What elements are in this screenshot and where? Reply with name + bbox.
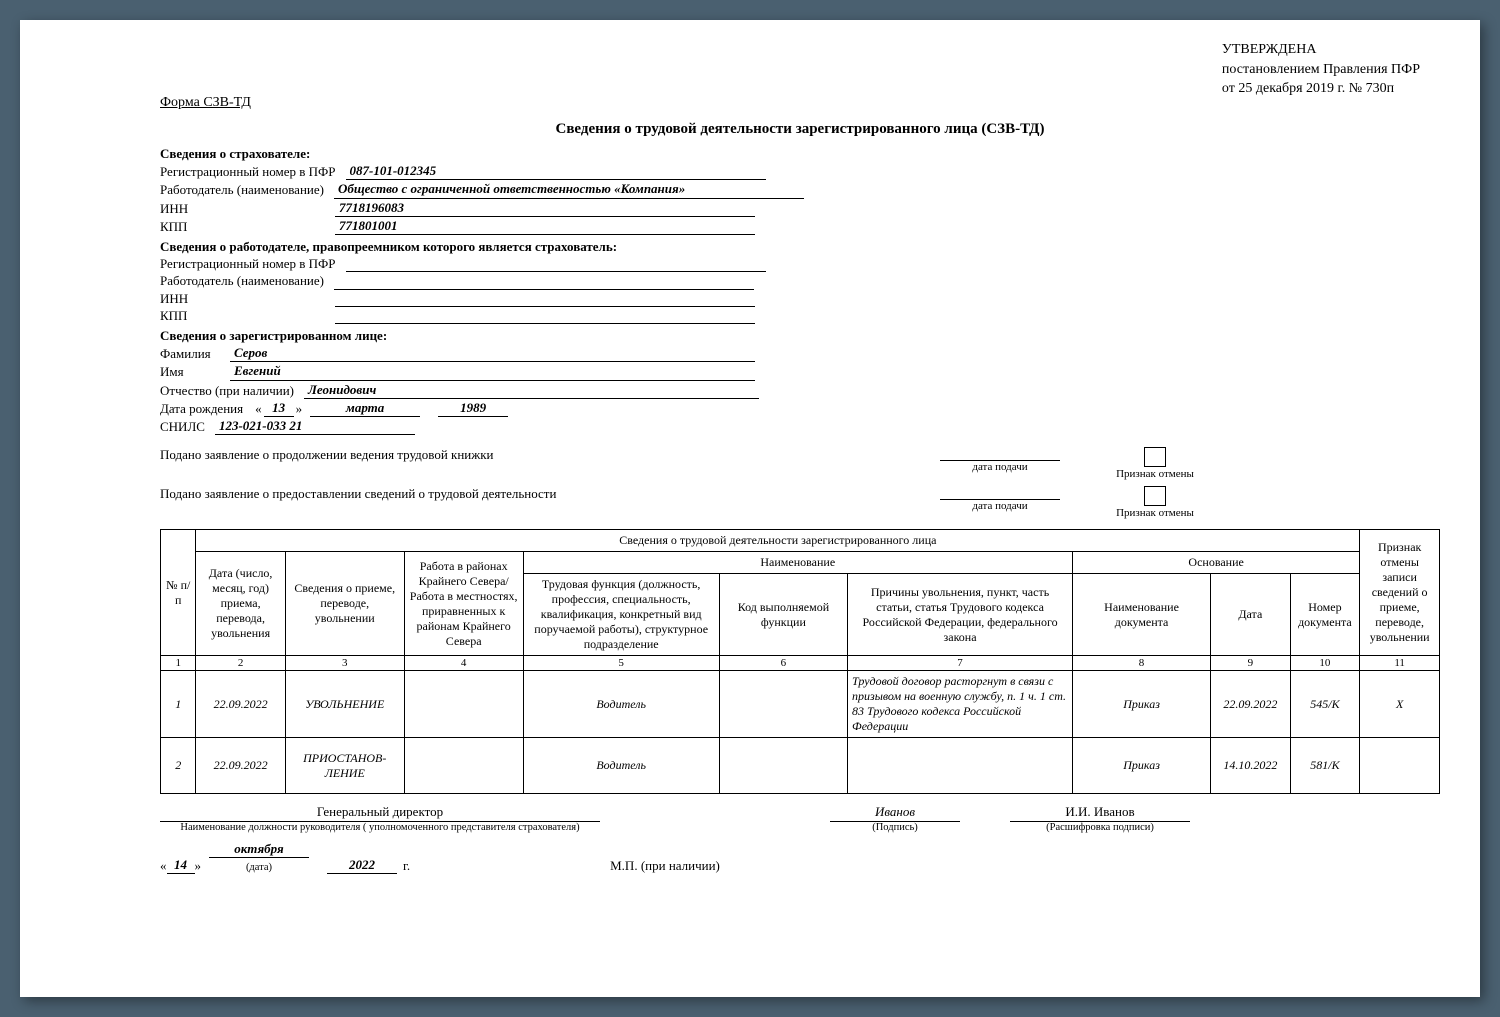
firstname-label: Имя [160, 364, 230, 380]
midname-value: Леонидович [304, 382, 759, 399]
th-col3: Сведения о приеме, переводе, увольнении [285, 552, 404, 656]
document-page: УТВЕРЖДЕНА постановлением Правления ПФР … [20, 20, 1480, 997]
succ-inn-value [335, 291, 755, 307]
firstname-value: Евгений [230, 363, 755, 380]
dob-label: Дата рождения [160, 401, 253, 417]
sign-day: 14 [167, 857, 195, 874]
succ-emp-value [334, 274, 754, 290]
midname-label: Отчество (при наличии) [160, 383, 304, 399]
snils-label: СНИЛС [160, 419, 215, 435]
reg-value: 087-101-012345 [346, 163, 766, 180]
th-col5: Трудовая функция (должность, профессия, … [523, 574, 719, 656]
dob-year: 1989 [438, 400, 508, 417]
sign-year-suffix: г. [403, 858, 410, 874]
stmt1-cancel: Признак отмены [1090, 447, 1220, 480]
th-col4: Работа в районах Крайнего Севера/Работа … [404, 552, 523, 656]
th-col9: Дата [1211, 574, 1290, 656]
sign-name-cap: (Расшифровка подписи) [1010, 822, 1190, 833]
th-col11: Признак отмены записи сведений о приеме,… [1360, 530, 1440, 656]
statement-2: Подано заявление о предоставлении сведен… [160, 486, 720, 502]
stmt2-cancel: Признак отмены [1090, 486, 1220, 519]
activity-table: № п/п Сведения о трудовой деятельности з… [160, 529, 1440, 794]
sign-position: Генеральный директор [160, 804, 600, 822]
employer-label: Работодатель (наименование) [160, 182, 334, 198]
sign-position-cap: Наименование должности руководителя ( уп… [160, 822, 600, 833]
table-row: 1 22.09.2022 УВОЛЬНЕНИЕ Водитель Трудово… [161, 671, 1440, 738]
approval-block: УТВЕРЖДЕНА постановлением Правления ПФР … [1222, 40, 1420, 99]
dob-month: марта [310, 400, 420, 417]
approved-line3: от 25 декабря 2019 г. № 730п [1222, 79, 1420, 99]
table-row: 2 22.09.2022 ПРИОСТАНОВ-ЛЕНИЕ Водитель П… [161, 738, 1440, 794]
th-col2: Дата (число, месяц, год) приема, перевод… [196, 552, 285, 656]
column-number-row: 1 2 3 4 5 6 7 8 9 10 11 [161, 656, 1440, 671]
lastname-value: Серов [230, 345, 755, 362]
statements-block: Подано заявление о продолжении ведения т… [160, 447, 1440, 519]
sign-signature: Иванов [830, 804, 960, 822]
th-col1: № п/п [161, 530, 196, 656]
stmt1-date: дата подачи [940, 447, 1060, 473]
succ-kpp-value [335, 308, 755, 324]
th-top: Сведения о трудовой деятельности зарегис… [196, 530, 1360, 552]
sign-date-cap: (дата) [246, 862, 272, 873]
sign-month: октября [209, 841, 309, 858]
kpp-value: 771801001 [335, 218, 755, 235]
th-naim: Наименование [523, 552, 1072, 574]
statement-1: Подано заявление о продолжении ведения т… [160, 447, 720, 463]
employer-value: Общество с ограниченной ответственностью… [334, 181, 804, 198]
dob-day: 13 [264, 400, 294, 417]
inn-label: ИНН [160, 201, 335, 217]
snils-value: 123-021-033 21 [215, 418, 415, 435]
person-heading: Сведения о зарегистрированном лице: [160, 328, 1440, 344]
sign-name: И.И. Иванов [1010, 804, 1190, 822]
th-osn: Основание [1073, 552, 1360, 574]
insurer-heading: Сведения о страхователе: [160, 146, 1440, 162]
approved-line2: постановлением Правления ПФР [1222, 60, 1420, 80]
succ-inn-label: ИНН [160, 291, 335, 307]
succ-reg-value [346, 256, 766, 272]
stmt2-date: дата подачи [940, 486, 1060, 512]
signature-date: « 14 » октября (дата) 2022 г. М.П. (при … [160, 841, 1440, 874]
th-col10: Номер документа [1290, 574, 1360, 656]
mp-note: М.П. (при наличии) [610, 858, 720, 874]
approved-line1: УТВЕРЖДЕНА [1222, 40, 1420, 60]
kpp-label: КПП [160, 219, 335, 235]
signature-block: Генеральный директор Наименование должно… [160, 804, 1440, 833]
succ-emp-label: Работодатель (наименование) [160, 273, 334, 289]
th-col6: Код выполняемой функции [719, 574, 847, 656]
succ-kpp-label: КПП [160, 308, 335, 324]
th-col7: Причины увольнения, пункт, часть статьи,… [848, 574, 1073, 656]
document-title: Сведения о трудовой деятельности зарегис… [160, 121, 1440, 138]
th-col8: Наименование документа [1073, 574, 1211, 656]
lastname-label: Фамилия [160, 346, 230, 362]
sign-signature-cap: (Подпись) [830, 822, 960, 833]
succ-reg-label: Регистрационный номер в ПФР [160, 256, 346, 272]
sign-year: 2022 [327, 857, 397, 874]
reg-label: Регистрационный номер в ПФР [160, 164, 346, 180]
inn-value: 7718196083 [335, 200, 755, 217]
successor-heading: Сведения о работодателе, правопреемником… [160, 239, 1440, 255]
